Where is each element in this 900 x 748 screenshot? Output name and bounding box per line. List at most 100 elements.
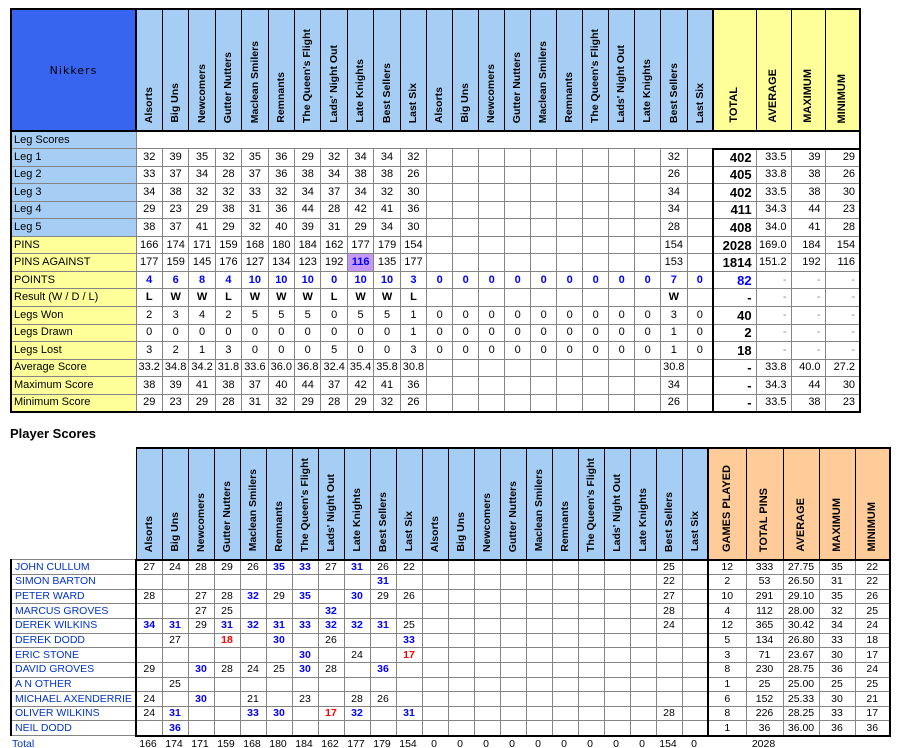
score-cell: 1 — [399, 323, 428, 343]
score-cell: 10 — [373, 270, 401, 290]
player-name: JOHN CULLUM — [10, 559, 137, 575]
spacer-cell — [188, 131, 216, 149]
player-name: SIMON BARTON — [10, 573, 137, 590]
score-cell: 0 — [556, 323, 584, 343]
score-cell — [478, 253, 506, 272]
opponent-label: The Queen's Flight — [584, 457, 597, 552]
score-cell — [551, 559, 579, 575]
score-cell: 32 — [320, 148, 348, 167]
score-cell: 35.4 — [346, 358, 375, 378]
score-cell: 0 — [634, 341, 662, 360]
score-cell — [582, 218, 610, 237]
score-cell: 39 — [161, 148, 190, 167]
score-cell: 6 — [161, 270, 190, 290]
score-cell — [577, 647, 605, 663]
opponent-column-header: Alsorts — [426, 8, 454, 132]
score-cell: 5 — [241, 305, 269, 325]
score-cell: 0 — [241, 323, 269, 343]
opponent-label: Lads' Night Out — [324, 474, 337, 552]
score-cell: 41 — [373, 200, 401, 220]
total-cell: 0 — [535, 738, 541, 748]
score-cell: 30 — [265, 632, 293, 649]
score-cell: 0 — [426, 270, 454, 290]
opponent-label: Lads' Night Out — [327, 45, 340, 123]
score-cell — [629, 691, 657, 707]
total-cell: 174 — [165, 738, 183, 748]
score-cell — [634, 393, 662, 413]
opponent-column-header: The Queen's Flight — [577, 446, 605, 561]
row-label: Result (W / D / L) — [10, 288, 137, 307]
score-cell — [265, 603, 293, 619]
opponent-label: Last Six — [402, 511, 415, 552]
score-cell: 159 — [214, 235, 243, 255]
score-cell: 2 — [161, 341, 190, 360]
score-cell — [681, 617, 709, 634]
row-label: Leg 3 — [10, 183, 137, 202]
score-cell: 25 — [161, 676, 189, 693]
player-row: ERIC STONE 30 24 17 3 71 23.67 30 17 — [10, 647, 891, 663]
score-cell: 0 — [346, 323, 375, 343]
score-cell: 31 — [161, 617, 189, 634]
score-cell — [499, 647, 527, 663]
opponent-label: Newcomers — [480, 492, 493, 552]
score-cell — [530, 218, 558, 237]
score-cell — [187, 632, 215, 649]
team-name: Nikkers — [10, 8, 137, 132]
score-cell — [369, 632, 397, 649]
summary-cell: 23 — [824, 200, 861, 220]
summary-column-header: GAMES PLAYED — [707, 446, 747, 561]
score-cell: 28 — [320, 393, 348, 413]
opponent-label: Maclean Smilers — [532, 469, 545, 552]
score-cell — [603, 559, 631, 575]
score-cell — [603, 705, 631, 722]
score-cell: 162 — [320, 235, 348, 255]
score-cell: 0 — [267, 323, 296, 343]
score-cell — [525, 603, 553, 619]
score-cell: 30 — [399, 183, 428, 202]
score-cell — [681, 603, 709, 619]
score-cell: 134 — [267, 253, 296, 272]
score-cell — [556, 253, 584, 272]
score-cell: 33 — [291, 559, 319, 575]
summary-cell: 18 — [712, 341, 757, 360]
score-cell — [530, 358, 558, 378]
score-cell — [556, 218, 584, 237]
summary-cell: - — [824, 323, 861, 343]
summary-cell: 31 — [818, 573, 856, 590]
player-row: PETER WARD 28 27 28 32 29 35 30 29 26 27 10 291 29.10… — [10, 588, 891, 605]
summary-cell: 26 — [854, 588, 891, 605]
score-cell: 1 — [188, 341, 216, 360]
score-cell: 2 — [214, 305, 243, 325]
opponent-column-header: Late Knights — [629, 446, 657, 561]
score-cell: 24 — [135, 691, 163, 707]
score-cell: 44 — [294, 200, 322, 220]
opponent-label: Best Sellers — [667, 62, 680, 123]
opponent-column-header: Best Sellers — [655, 446, 683, 561]
summary-cell: 36 — [818, 661, 856, 678]
score-cell: 28 — [655, 705, 683, 722]
score-cell: 36 — [399, 200, 428, 220]
score-cell: 31.8 — [214, 358, 243, 378]
total-summary-cell — [818, 737, 854, 748]
summary-cell: 24 — [854, 617, 891, 634]
score-cell — [556, 165, 584, 185]
score-cell — [447, 676, 475, 693]
player-row: MARCUS GROVES 27 25 32 28 4 112 28.00 32 25 — [10, 603, 891, 619]
opponent-label: The Queen's Flight — [301, 28, 314, 123]
score-cell: 35 — [291, 588, 319, 605]
score-cell — [556, 288, 584, 307]
score-cell — [603, 588, 631, 605]
score-cell — [213, 573, 241, 590]
score-cell — [629, 720, 657, 737]
summary-cell: - — [712, 376, 757, 395]
score-cell — [530, 235, 558, 255]
score-cell: 34 — [373, 148, 401, 167]
score-cell — [629, 632, 657, 649]
score-cell — [686, 393, 714, 413]
score-cell — [681, 676, 709, 693]
score-cell — [369, 603, 397, 619]
score-cell: 0 — [582, 270, 610, 290]
summary-cell: 33 — [818, 632, 856, 649]
score-cell: 32 — [214, 183, 243, 202]
summary-cell: 154 — [824, 235, 861, 255]
